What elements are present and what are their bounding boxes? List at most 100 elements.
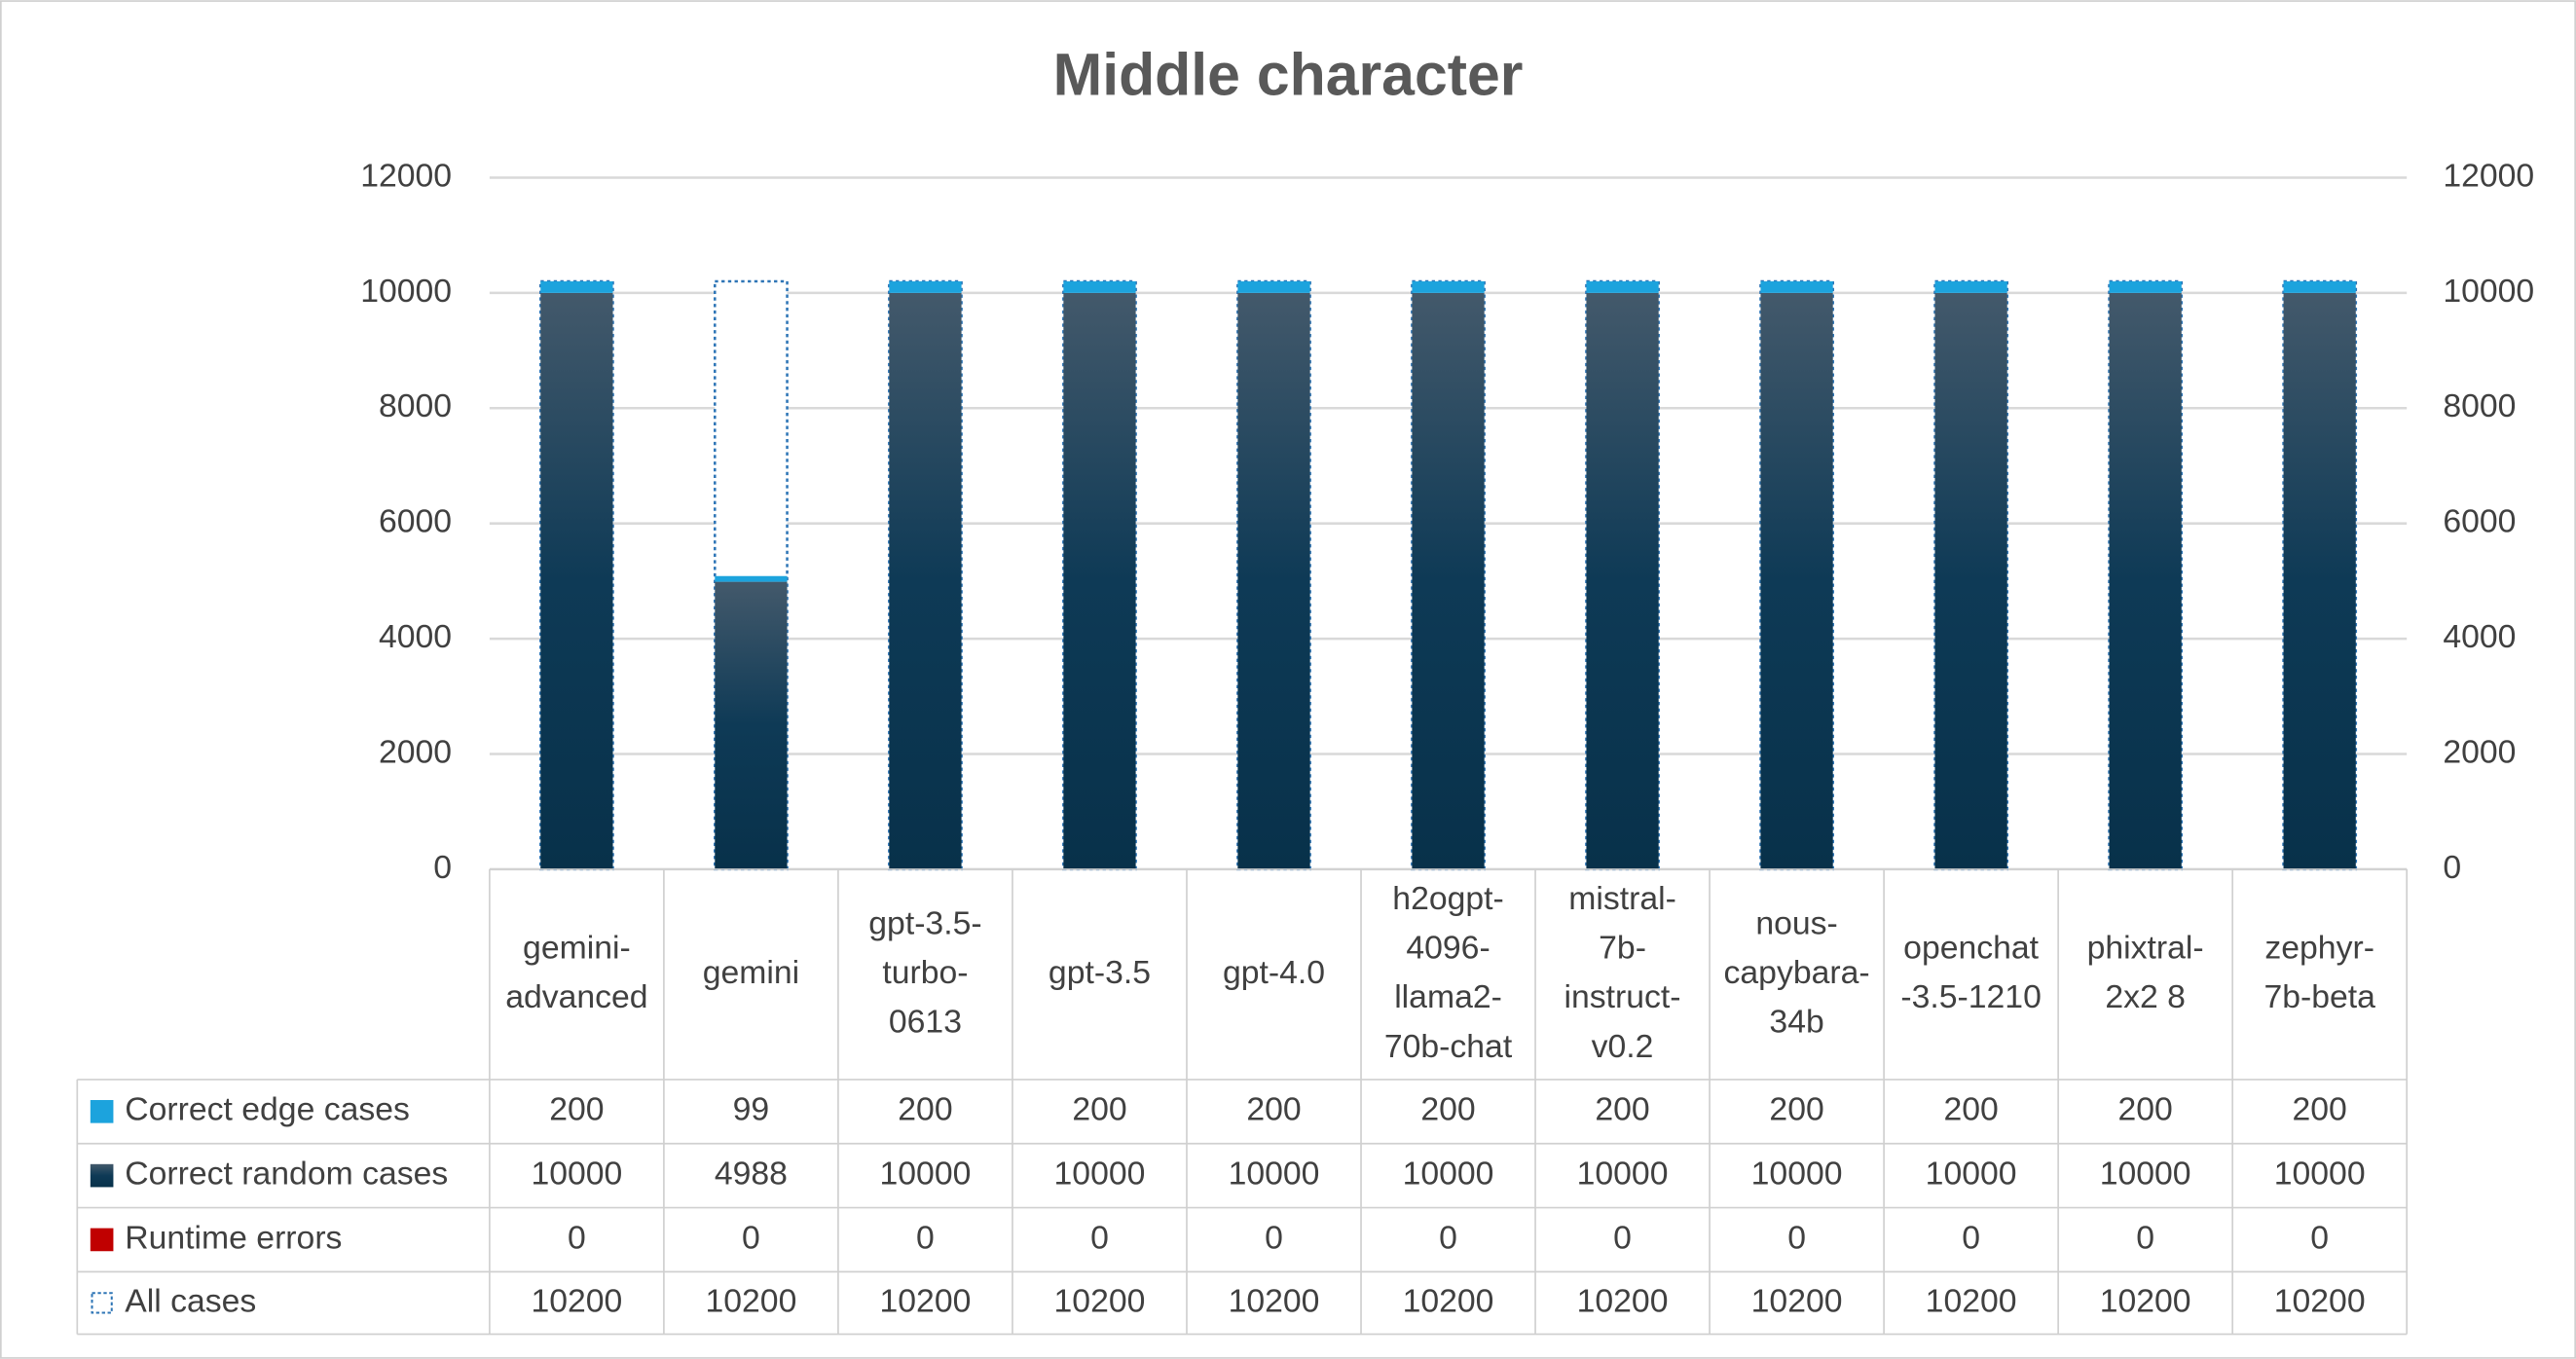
y-tick-label: 10000 (360, 273, 452, 310)
table-value: 200 (1246, 1091, 1301, 1128)
bar-segment (1063, 292, 1136, 869)
bar-segment (1412, 292, 1485, 869)
table-value: 0 (1787, 1219, 1806, 1256)
table-value: 0 (1265, 1219, 1283, 1256)
x-tick-label: gpt-4.0 (1223, 954, 1325, 991)
table-value: 10000 (1229, 1156, 1320, 1193)
table-value: 0 (1439, 1219, 1457, 1256)
table-value: 10200 (880, 1282, 972, 1319)
table-value: 10000 (2100, 1156, 2191, 1193)
y2-tick-label: 6000 (2443, 503, 2516, 540)
y-tick-label: 12000 (360, 157, 452, 194)
table-value: 10000 (1403, 1156, 1494, 1193)
table-value: 10200 (1751, 1282, 1843, 1319)
bar-segment (1760, 281, 1833, 293)
table-value: 200 (1769, 1091, 1823, 1128)
y2-tick-label: 8000 (2443, 387, 2516, 424)
x-tick-label: gpt-3.5-turbo-0613 (868, 904, 981, 1040)
x-tick-label: gpt-3.5 (1049, 954, 1151, 991)
bar-segment (1063, 281, 1136, 293)
legend-label: Runtime errors (125, 1219, 342, 1256)
y-tick-label: 0 (433, 849, 452, 886)
y2-tick-label: 2000 (2443, 733, 2516, 770)
y2-tick-label: 4000 (2443, 618, 2516, 655)
x-tick-label: nous-capybara-34b (1724, 904, 1870, 1040)
bar-segment (889, 292, 962, 869)
y2-tick-label: 10000 (2443, 273, 2534, 310)
y2-tick-label: 0 (2443, 849, 2461, 886)
y-tick-label: 2000 (379, 733, 452, 770)
table-value: 0 (1090, 1219, 1109, 1256)
table-value: 10200 (1403, 1282, 1494, 1319)
table-value: 0 (1613, 1219, 1632, 1256)
bar-segment (1586, 292, 1659, 869)
table-value: 10000 (1926, 1156, 2017, 1193)
bar-segment (715, 581, 788, 869)
bar-segment (2109, 292, 2182, 869)
table-value: 10200 (1926, 1282, 2017, 1319)
bar-segment (715, 575, 788, 582)
table-value: 10000 (1054, 1156, 1146, 1193)
chart-title: Middle character (1053, 41, 1524, 107)
legend-key (90, 1100, 114, 1123)
table-value: 4988 (715, 1156, 788, 1193)
table-value: 200 (2293, 1091, 2347, 1128)
legend-label: All cases (125, 1282, 256, 1319)
table-value: 0 (568, 1219, 586, 1256)
x-tick-label: zephyr-7b-beta (2263, 930, 2375, 1016)
x-tick-label: h2ogpt-4096-llama2-70b-chat (1384, 880, 1513, 1065)
bar-segment (1237, 281, 1310, 293)
table-value: 10000 (880, 1156, 972, 1193)
table-value: 200 (549, 1091, 604, 1128)
table-value: 10200 (1577, 1282, 1669, 1319)
table-value: 0 (1962, 1219, 1980, 1256)
table-value: 0 (916, 1219, 935, 1256)
y-tick-label: 8000 (379, 387, 452, 424)
legend-label: Correct edge cases (125, 1091, 410, 1128)
table-value: 10200 (1229, 1282, 1320, 1319)
bar-segment (1760, 292, 1833, 869)
bar-segment (1934, 281, 2007, 293)
table-value: 200 (2117, 1091, 2172, 1128)
y-tick-label: 6000 (379, 503, 452, 540)
bar-segment (2283, 292, 2356, 869)
bar-segment (1934, 292, 2007, 869)
y-tick-label: 4000 (379, 618, 452, 655)
table-value: 10200 (1054, 1282, 1146, 1319)
bar-segment (1586, 281, 1659, 293)
legend-label: Correct random cases (125, 1156, 448, 1193)
bar-segment (540, 292, 613, 869)
bar-segment (1412, 281, 1485, 293)
legend-key (91, 1292, 113, 1314)
table-value: 0 (2136, 1219, 2154, 1256)
table-value: 200 (1420, 1091, 1475, 1128)
table-value: 10200 (2274, 1282, 2366, 1319)
bar-segment (540, 281, 613, 293)
table-value: 200 (1072, 1091, 1126, 1128)
table-value: 10200 (705, 1282, 796, 1319)
x-tick-label: gemini (703, 954, 799, 991)
table-value: 200 (1943, 1091, 1998, 1128)
table-value: 10000 (2274, 1156, 2366, 1193)
legend-key (90, 1228, 114, 1252)
bar-segment (1237, 292, 1310, 869)
x-tick-label: mistral-7b-instruct-v0.2 (1564, 880, 1681, 1065)
bar-segment (2109, 281, 2182, 293)
bar-segment (889, 281, 962, 293)
table-value: 10200 (531, 1282, 622, 1319)
table-value: 200 (1595, 1091, 1649, 1128)
table-value: 10200 (2100, 1282, 2191, 1319)
table-value: 200 (898, 1091, 952, 1128)
table-value: 10000 (1577, 1156, 1669, 1193)
x-tick-label: openchat -3.5-1210 (1900, 930, 2041, 1016)
bar-segment (2283, 281, 2356, 293)
y2-tick-label: 12000 (2443, 157, 2534, 194)
table-value: 99 (733, 1091, 770, 1128)
x-tick-label: gemini-advanced (505, 930, 647, 1016)
table-value: 10000 (531, 1156, 622, 1193)
table-value: 0 (742, 1219, 760, 1256)
legend-key (90, 1163, 114, 1188)
x-tick-label: phixtral-2x2 8 (2087, 930, 2204, 1016)
